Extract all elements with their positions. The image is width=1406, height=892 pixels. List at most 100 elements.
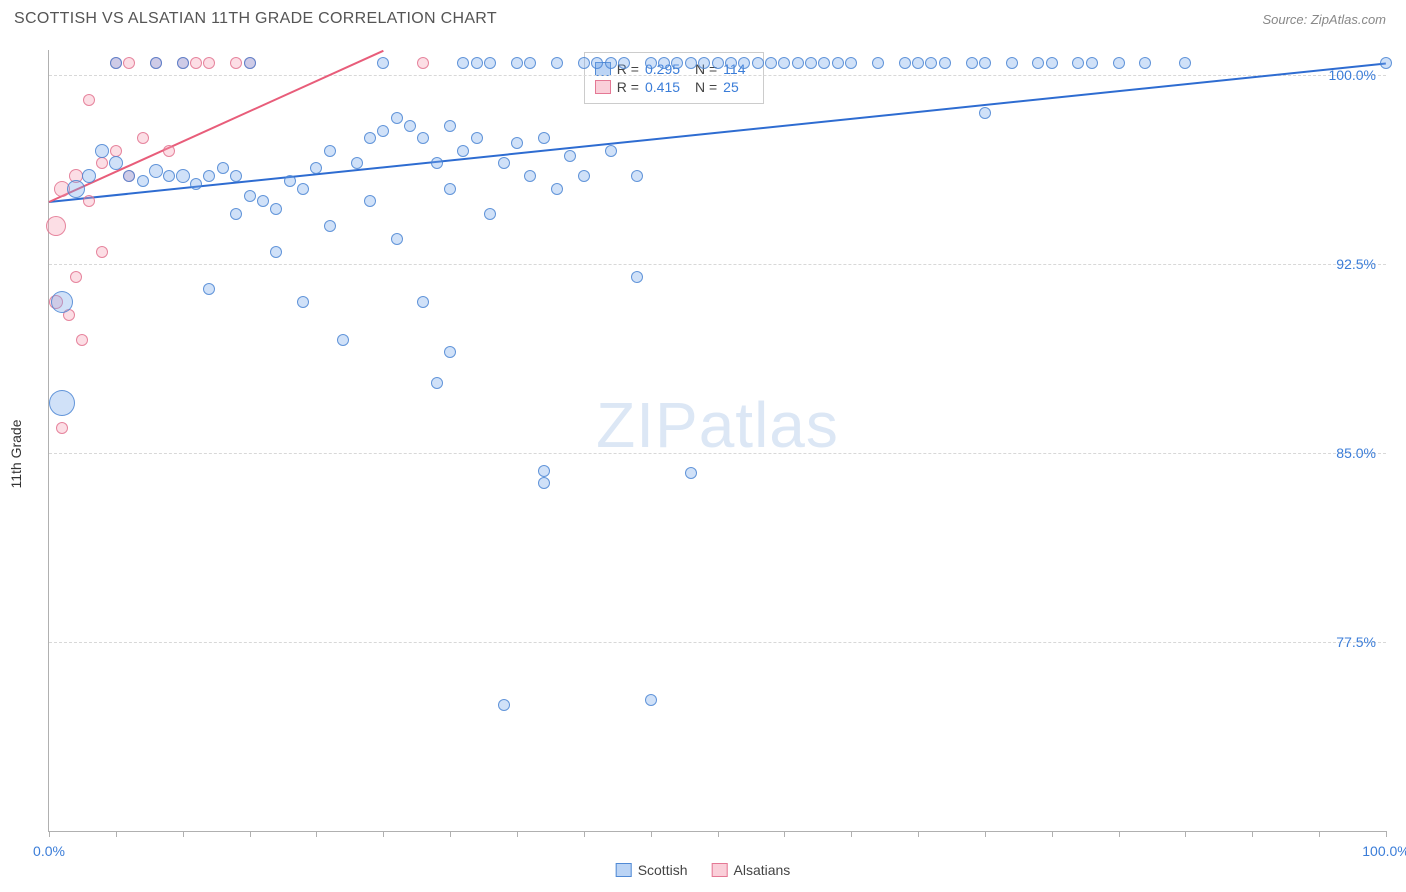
bubble-blue <box>284 175 296 187</box>
gridline <box>49 264 1386 265</box>
gridline <box>49 642 1386 643</box>
bubble-blue <box>564 150 576 162</box>
bubble-blue <box>471 132 483 144</box>
bubble-blue <box>391 112 403 124</box>
bubble-blue <box>244 57 256 69</box>
bubble-blue <box>511 137 523 149</box>
bubble-blue <box>1086 57 1098 69</box>
bubble-blue <box>457 145 469 157</box>
bubble-blue <box>832 57 844 69</box>
bubble-blue <box>738 57 750 69</box>
bubble-blue <box>1179 57 1191 69</box>
x-tick <box>49 831 50 837</box>
bubble-blue <box>230 170 242 182</box>
bubble-blue <box>524 57 536 69</box>
bubble-blue <box>551 183 563 195</box>
bubble-blue <box>431 157 443 169</box>
bubble-pink <box>83 94 95 106</box>
x-tick <box>985 831 986 837</box>
bubble-blue <box>752 57 764 69</box>
bubble-blue <box>444 346 456 358</box>
y-axis-label: 11th Grade <box>8 419 24 488</box>
bubble-blue <box>150 57 162 69</box>
x-tick-label: 100.0% <box>1362 843 1406 859</box>
bubble-blue <box>351 157 363 169</box>
series-legend: Scottish Alsatians <box>616 862 791 878</box>
bubble-blue <box>203 170 215 182</box>
bubble-blue <box>1072 57 1084 69</box>
bubble-blue <box>457 57 469 69</box>
bubble-blue <box>685 57 697 69</box>
bubble-blue <box>163 170 175 182</box>
bubble-blue <box>51 291 73 313</box>
bubble-pink <box>96 246 108 258</box>
bubble-blue <box>1139 57 1151 69</box>
bubble-blue <box>631 271 643 283</box>
bubble-blue <box>698 57 710 69</box>
x-tick-label: 0.0% <box>33 843 65 859</box>
legend-label: Scottish <box>638 862 688 878</box>
bubble-blue <box>645 694 657 706</box>
bubble-blue <box>979 57 991 69</box>
bubble-pink <box>70 271 82 283</box>
bubble-blue <box>498 699 510 711</box>
bubble-blue <box>685 467 697 479</box>
bubble-blue <box>324 145 336 157</box>
bubble-blue <box>391 233 403 245</box>
bubble-blue <box>176 169 190 183</box>
x-tick <box>250 831 251 837</box>
bubble-blue <box>110 57 122 69</box>
bubble-blue <box>618 57 630 69</box>
bubble-blue <box>845 57 857 69</box>
stats-row: R =0.415N =25 <box>595 79 753 95</box>
bubble-blue <box>925 57 937 69</box>
legend-label: Alsatians <box>734 862 791 878</box>
x-tick <box>1252 831 1253 837</box>
legend-item-blue: Scottish <box>616 862 688 878</box>
bubble-blue <box>49 390 75 416</box>
source-label: Source: ZipAtlas.com <box>1262 12 1386 27</box>
bubble-blue <box>417 132 429 144</box>
bubble-pink <box>46 216 66 236</box>
bubble-blue <box>979 107 991 119</box>
bubble-blue <box>190 178 202 190</box>
bubble-pink <box>96 157 108 169</box>
x-tick <box>584 831 585 837</box>
y-tick-label: 85.0% <box>1336 445 1376 461</box>
x-tick <box>183 831 184 837</box>
bubble-blue <box>778 57 790 69</box>
bubble-blue <box>578 170 590 182</box>
bubble-blue <box>484 208 496 220</box>
bubble-blue <box>578 57 590 69</box>
bubble-blue <box>297 183 309 195</box>
bubble-blue <box>404 120 416 132</box>
x-tick <box>718 831 719 837</box>
x-tick <box>1386 831 1387 837</box>
x-tick <box>851 831 852 837</box>
bubble-blue <box>137 175 149 187</box>
bubble-blue <box>337 334 349 346</box>
bubble-blue <box>1046 57 1058 69</box>
bubble-blue <box>310 162 322 174</box>
bubble-blue <box>444 120 456 132</box>
bubble-blue <box>538 477 550 489</box>
bubble-blue <box>765 57 777 69</box>
bubble-pink <box>83 195 95 207</box>
r-label: R = <box>617 79 639 95</box>
bubble-blue <box>257 195 269 207</box>
bubble-blue <box>538 132 550 144</box>
bubble-pink <box>163 145 175 157</box>
chart-plot-area: ZIPatlas R =0.295N =114R =0.415N =25 77.… <box>48 50 1386 832</box>
gridline <box>49 75 1386 76</box>
bubble-pink <box>56 422 68 434</box>
x-tick <box>1185 831 1186 837</box>
bubble-blue <box>230 208 242 220</box>
bubble-blue <box>364 195 376 207</box>
bubble-blue <box>177 57 189 69</box>
bubble-blue <box>67 180 85 198</box>
bubble-blue <box>270 203 282 215</box>
r-value: 0.415 <box>645 79 689 95</box>
bubble-blue <box>966 57 978 69</box>
bubble-blue <box>872 57 884 69</box>
legend-swatch-pink <box>595 80 611 94</box>
